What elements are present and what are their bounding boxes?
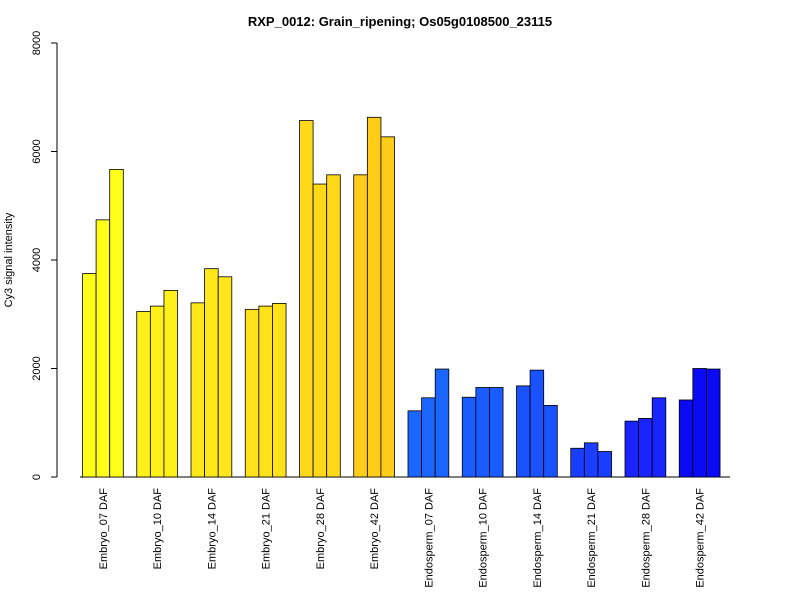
category-label: Embryo_07 DAF	[98, 488, 110, 570]
bar-9-0	[570, 447, 585, 478]
bar-6-0	[407, 410, 423, 478]
bar-4-0	[299, 120, 314, 478]
bar-10-2	[651, 397, 667, 478]
bar-4-1	[312, 183, 328, 478]
chart-title: RXP_0012: Grain_ripening; Os05g0108500_2…	[248, 14, 552, 29]
bar-11-1	[692, 368, 707, 478]
category-label: Embryo_21 DAF	[261, 488, 273, 570]
bar-9-2	[597, 451, 612, 478]
bar-3-0	[244, 308, 260, 478]
bar-1-0	[136, 311, 151, 478]
bar-3-2	[272, 302, 287, 478]
bar-0-1	[95, 219, 111, 478]
bar-2-1	[204, 268, 219, 478]
bar-1-2	[163, 289, 178, 478]
y-tick-label: 6000	[31, 139, 43, 163]
category-label: Endosperm_14 DAF	[532, 488, 544, 588]
category-labels: Embryo_07 DAF Embryo_10 DAF Embryo_14 DAF E…	[98, 488, 707, 588]
bar-11-0	[678, 399, 694, 478]
bar-0-2	[109, 169, 124, 478]
bar-7-2	[489, 387, 504, 478]
bar-0-0	[82, 273, 97, 478]
category-label: Endosperm_42 DAF	[695, 488, 707, 588]
category-label: Embryo_14 DAF	[206, 488, 218, 570]
y-axis-label: Cy3 signal intensity	[3, 212, 15, 307]
bar-4-2	[326, 174, 341, 478]
y-tick-label: 8000	[31, 31, 43, 55]
bar-8-0	[516, 385, 531, 478]
bar-8-2	[543, 404, 558, 478]
category-label: Embryo_42 DAF	[369, 488, 381, 570]
category-label: Embryo_28 DAF	[315, 488, 327, 570]
bar-5-1	[366, 116, 382, 478]
bar-6-2	[434, 368, 450, 478]
bars-layer	[82, 116, 721, 478]
bar-7-0	[461, 396, 477, 478]
category-label: Endosperm_10 DAF	[478, 488, 490, 588]
bar-2-2	[217, 276, 233, 478]
bar-5-2	[380, 136, 395, 478]
category-label: Endosperm_21 DAF	[586, 488, 598, 588]
bar-2-0	[190, 302, 206, 478]
y-tick-label: 2000	[31, 356, 43, 380]
bar-11-2	[706, 368, 721, 478]
y-axis: 0 2000 4000 6000 8000	[31, 31, 58, 480]
y-tick-label: 4000	[31, 248, 43, 272]
bar-1-1	[149, 305, 165, 478]
bar-8-1	[529, 369, 545, 478]
y-tick-label: 0	[31, 474, 43, 480]
bar-7-1	[475, 387, 490, 478]
bar-3-1	[258, 305, 273, 478]
category-label: Endosperm_07 DAF	[423, 488, 435, 588]
bar-5-0	[353, 174, 368, 478]
bar-10-1	[638, 418, 653, 478]
bar-10-0	[624, 420, 640, 478]
bar-9-1	[583, 442, 599, 478]
bar-6-1	[421, 397, 436, 478]
category-label: Embryo_10 DAF	[152, 488, 164, 570]
category-label: Endosperm_28 DAF	[640, 488, 652, 588]
